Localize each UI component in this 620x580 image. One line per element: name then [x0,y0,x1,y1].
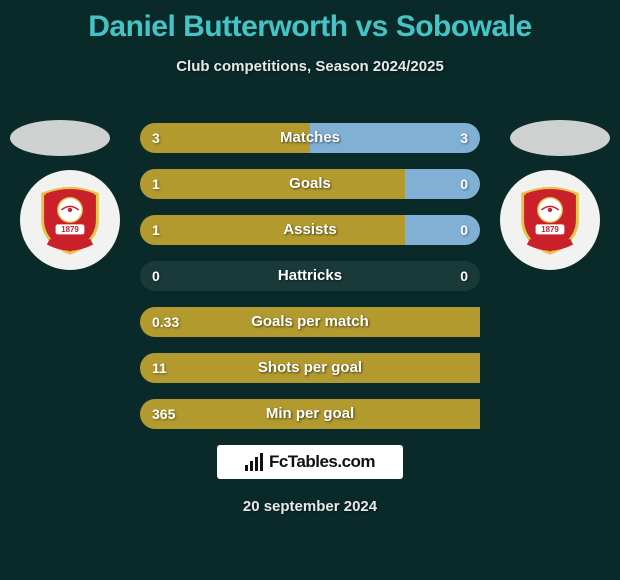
stat-row: 10Assists [140,215,480,245]
stat-row: 0.33Goals per match [140,307,480,337]
player1-club-badge: 1879 [20,170,120,270]
stat-label: Hattricks [140,261,480,291]
footer-date: 20 september 2024 [0,498,620,515]
bars-icon [245,453,263,471]
player1-name: Daniel Butterworth [88,10,347,43]
stat-label: Assists [140,215,480,245]
subtitle: Club competitions, Season 2024/2025 [0,58,620,75]
player2-head-icon [510,120,610,156]
page-title: Daniel Butterworth vs Sobowale [0,0,620,44]
club-crest-icon: 1879 [34,184,106,256]
player2-club-badge: 1879 [500,170,600,270]
stat-row: 33Matches [140,123,480,153]
stat-label: Goals per match [140,307,480,337]
watermark-text: FcTables.com [269,452,375,472]
vs-label: vs [355,10,387,43]
stat-row: 365Min per goal [140,399,480,429]
fctables-watermark: FcTables.com [217,445,403,479]
player1-head-icon [10,120,110,156]
player2-name: Sobowale [396,10,532,43]
stat-label: Min per goal [140,399,480,429]
svg-text:1879: 1879 [541,225,559,234]
stat-label: Shots per goal [140,353,480,383]
stat-row: 11Shots per goal [140,353,480,383]
stat-row: 10Goals [140,169,480,199]
stat-row: 00Hattricks [140,261,480,291]
club-crest-icon: 1879 [514,184,586,256]
svg-text:1879: 1879 [61,225,79,234]
stat-rows: 33Matches 10Goals 10Assists 00Hattricks 0.33… [140,123,480,445]
stat-label: Goals [140,169,480,199]
stat-label: Matches [140,123,480,153]
